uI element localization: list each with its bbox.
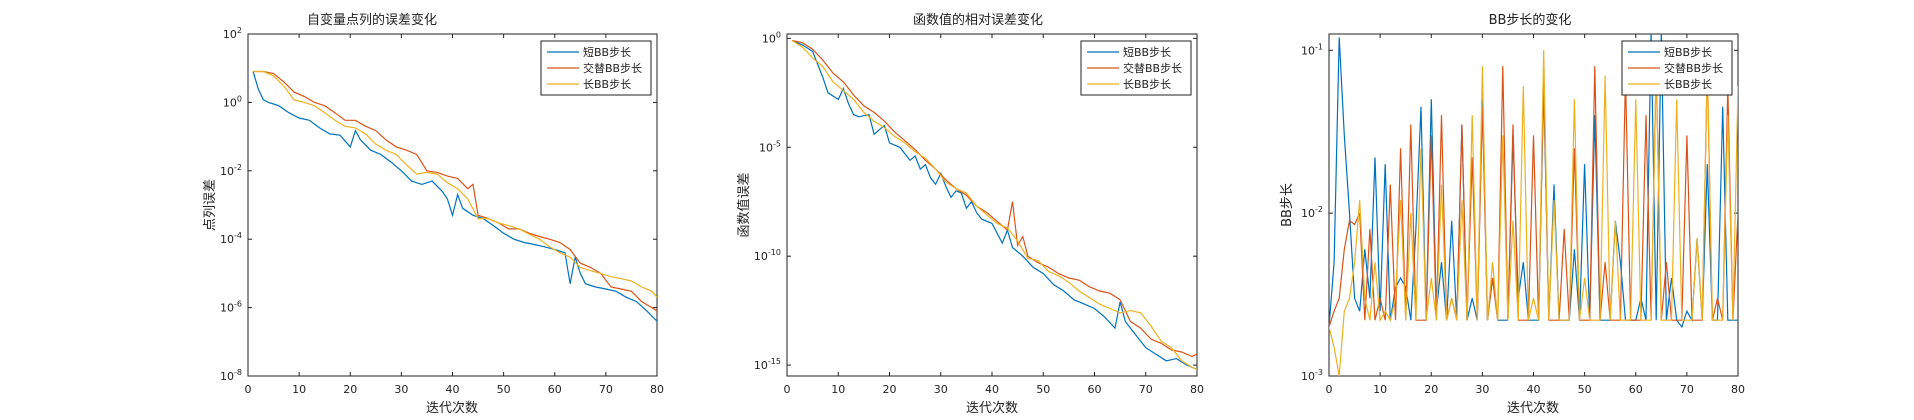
panel-2-xtick-label: 30: [934, 383, 948, 396]
panel-2: 函数值的相对误差变化 0 10 20 30 40 50 60 70 80 10-1510-101…: [736, 12, 1204, 416]
panel-1-ytick-label: 10-4: [220, 231, 242, 246]
panel-1-xtick-label: 30: [394, 383, 408, 396]
panel-2-xtick-label: 0: [784, 383, 791, 396]
panel-1-series-line-2: [253, 70, 657, 312]
panel-2-xtick-label: 10: [831, 383, 845, 396]
panel-2-xtick-label: 20: [883, 383, 897, 396]
panel-1-ytick-label: 100: [223, 94, 242, 109]
panel-2-ytick-label: 10-10: [754, 248, 781, 263]
panel-1-xtick-label: 40: [446, 383, 460, 396]
panel-1-ytick-label: 102: [223, 26, 242, 41]
panel-1-title: 自变量点列的误差变化: [307, 12, 437, 28]
panel-3-xtick-label: 40: [1527, 383, 1541, 396]
panel-3-legend-label-2: 交替BB步长: [1664, 61, 1723, 75]
panel-2-legend-label-3: 长BB步长: [1123, 78, 1171, 91]
panel-2-legend-label-1: 短BB步长: [1123, 45, 1171, 59]
panel-2-series-line-1: [791, 39, 1197, 371]
panel-2-xlabel: 迭代次数: [966, 400, 1018, 416]
panel-2-ytick-label: 10-5: [759, 139, 781, 154]
panel-2-xtick-label: 60: [1088, 383, 1102, 396]
panel-3-xtick-label: 10: [1373, 383, 1387, 396]
panel-3-yticks: 10-3 10-2 10-1: [1301, 42, 1738, 383]
panel-1-yticks: 10-8 10-6 10-4 10-2 100 102: [220, 26, 657, 383]
panel-1-xtick-label: 0: [245, 383, 252, 396]
panel-3-ylabel: BB步长: [1280, 183, 1295, 227]
panel-1: 自变量点列的误差变化 0 10 20 30 40 50 60 70 80 10-810-610-…: [203, 12, 664, 416]
panel-1-xtick-label: 80: [650, 383, 664, 396]
panel-1-xtick-label: 20: [343, 383, 357, 396]
panel-1-legend-label-3: 长BB步长: [583, 78, 631, 91]
panel-2-xtick-label: 80: [1190, 383, 1204, 396]
panel-3-legend-label-1: 短BB步长: [1664, 45, 1712, 59]
panel-2-ytick-label: 10-15: [754, 357, 781, 372]
panel-3-series-line-1: [1329, 34, 1738, 329]
panel-2-xtick-label: 70: [1139, 383, 1153, 396]
panel-1-xtick-label: 50: [497, 383, 511, 396]
panel-1-xtick-label: 70: [599, 383, 613, 396]
panel-2-series-line-3: [791, 39, 1197, 371]
panel-1-series: [252, 70, 657, 322]
panel-3-legend-label-3: 长BB步长: [1664, 78, 1712, 91]
panel-2-series: [791, 39, 1197, 371]
panel-1-xtick-label: 10: [292, 383, 306, 396]
panel-2-xtick-label: 40: [985, 383, 999, 396]
panel-2-xticks: 0 10 20 30 40 50 60 70 80: [784, 34, 1204, 396]
panel-3-xtick-label: 30: [1475, 383, 1489, 396]
panel-2-ylabel: 函数值误差: [736, 172, 752, 237]
panel-2-title: 函数值的相对误差变化: [913, 12, 1043, 28]
panel-3-ytick-label: 10-3: [1301, 368, 1323, 383]
panel-3-ytick-label: 10-2: [1301, 205, 1323, 220]
panel-3-xtick-label: 60: [1629, 383, 1643, 396]
panel-1-series-line-1: [252, 71, 657, 322]
panel-3-xtick-label: 0: [1326, 383, 1333, 396]
panel-3-xtick-label: 70: [1680, 383, 1694, 396]
panel-3-ytick-label: 10-1: [1301, 42, 1323, 57]
panel-3-xtick-label: 20: [1424, 383, 1438, 396]
panel-3-series-line-3: [1329, 50, 1738, 376]
panel-1-ylabel: 点列误差: [203, 179, 218, 231]
panel-2-xtick-label: 50: [1036, 383, 1050, 396]
panel-1-ytick-label: 10-6: [220, 300, 242, 315]
panel-3-xtick-label: 80: [1731, 383, 1745, 396]
panel-3-xticks: 0 10 20 30 40 50 60 70 80: [1326, 34, 1745, 396]
panel-2-yticks: 10-15 10-10 10-5 100: [754, 30, 1197, 372]
panel-1-legend-label-2: 交替BB步长: [583, 61, 642, 75]
panel-2-series-line-2: [791, 39, 1197, 358]
panel-3-series: [1329, 34, 1738, 376]
panel-1-xlabel: 迭代次数: [426, 400, 478, 416]
panel-3-xlabel: 迭代次数: [1507, 400, 1559, 416]
panel-2-ytick-label: 100: [762, 30, 781, 45]
panel-1-xticks: 0 10 20 30 40 50 60 70 80: [245, 34, 664, 396]
panel-1-ytick-label: 10-8: [220, 368, 242, 383]
panel-1-xtick-label: 60: [548, 383, 562, 396]
panel-2-legend-label-2: 交替BB步长: [1123, 61, 1182, 75]
panel-3-xtick-label: 50: [1578, 383, 1592, 396]
panel-1-ytick-label: 10-2: [220, 163, 242, 178]
panel-1-legend-label-1: 短BB步长: [583, 45, 631, 59]
panel-3: BB步长的变化 0 10 20 30 40 50 60 70 80 10-3 10-2 10-1 迭…: [1280, 12, 1745, 416]
panel-1-series-line-3: [253, 70, 657, 298]
panel-3-title: BB步长的变化: [1489, 12, 1572, 28]
